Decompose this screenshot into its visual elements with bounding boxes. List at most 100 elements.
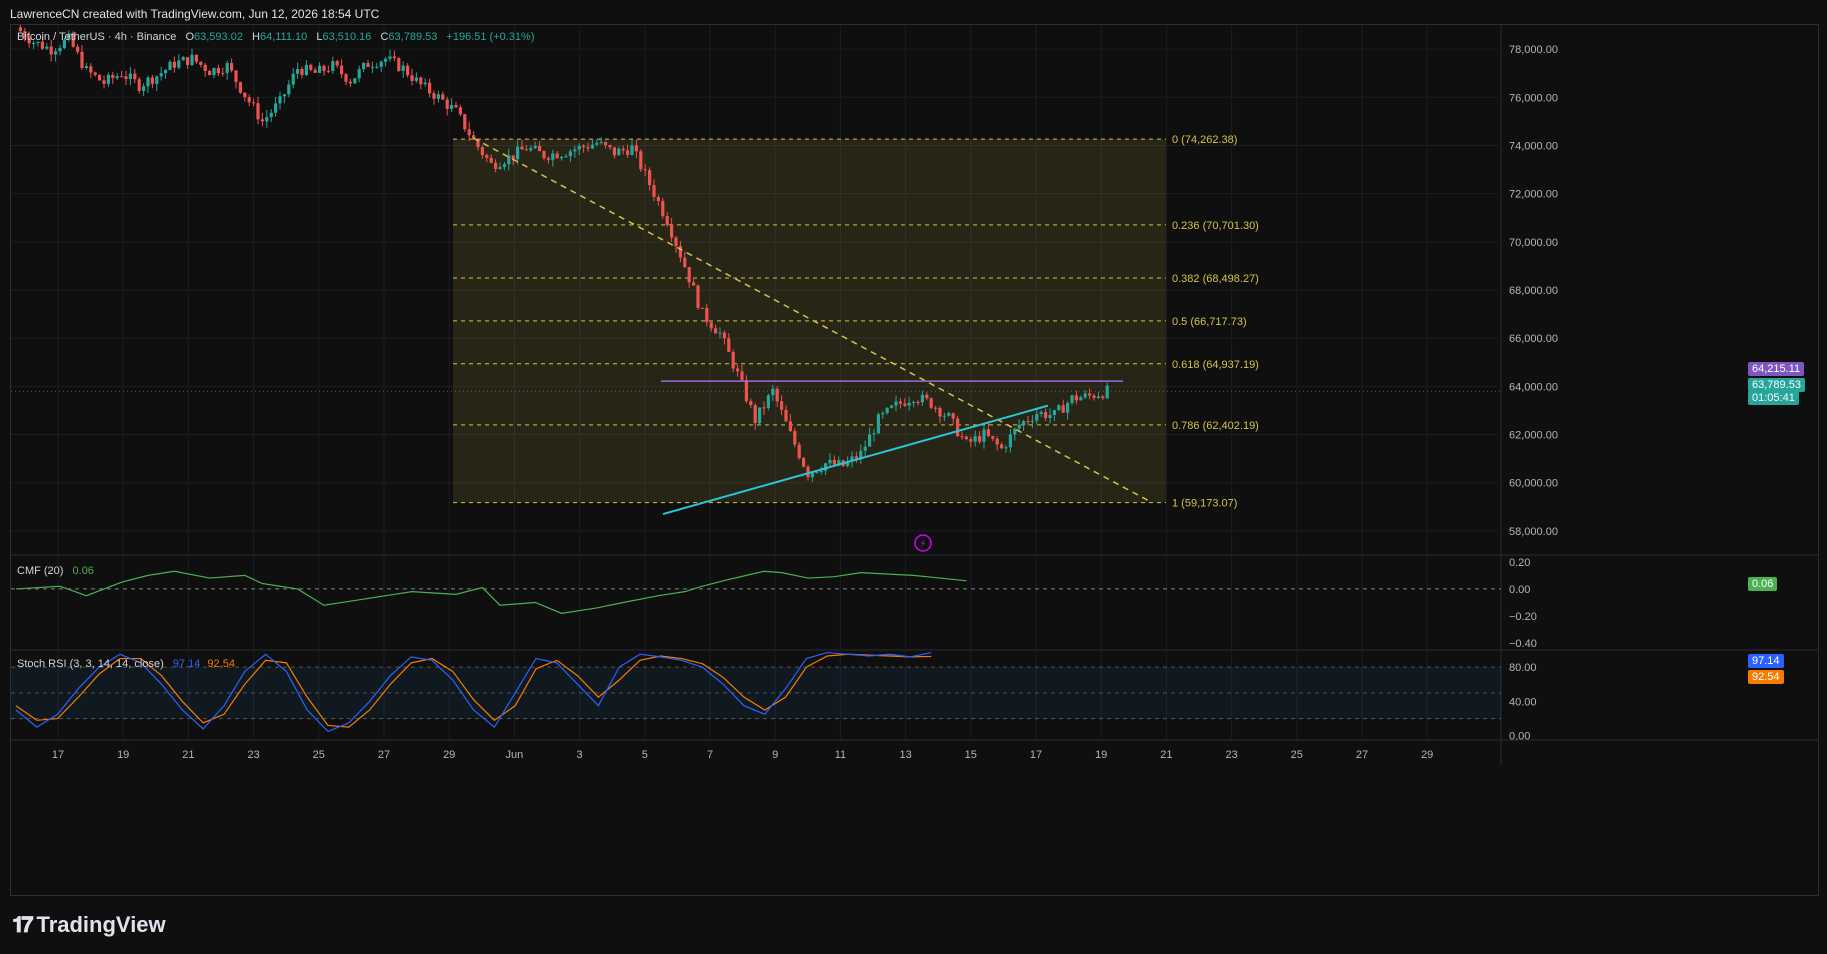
candle-body	[806, 466, 810, 478]
x-tick-label: 17	[1030, 749, 1042, 761]
candle-body	[1101, 396, 1105, 399]
candle-body	[159, 73, 163, 77]
candle-body	[502, 164, 506, 168]
candle-body	[362, 62, 366, 70]
candle-body	[516, 146, 520, 160]
cmf-axis-label: −0.20	[1509, 611, 1537, 623]
y-tick-label: 70,000.00	[1509, 237, 1558, 249]
candle-body	[392, 56, 396, 59]
candle-body	[850, 456, 854, 462]
candle-body	[252, 102, 256, 104]
candle-body	[740, 371, 744, 381]
candle-body	[265, 117, 269, 122]
chart-canvas[interactable]: 78,000.00 76,000.00 74,000.00 72,000.00 70,0…	[11, 25, 1818, 895]
candle-body	[115, 76, 119, 79]
stoch-d-value: 92.54	[207, 658, 235, 670]
stoch-d-badge: 92.54	[1748, 670, 1784, 684]
candle-body	[991, 436, 995, 439]
close-label: C	[380, 31, 389, 43]
candle-body	[199, 61, 203, 65]
candle-body	[973, 436, 977, 442]
bar-countdown-badge: 01:05:41	[1748, 391, 1799, 405]
descending-trendline	[473, 137, 1152, 503]
candle-body	[520, 146, 524, 150]
candle-body	[80, 51, 84, 69]
candle-body	[247, 97, 251, 103]
low-value: 63,510.16	[322, 31, 372, 43]
x-tick-label: 7	[707, 749, 713, 761]
candle-body	[177, 60, 181, 68]
x-tick-label: 23	[1225, 749, 1237, 761]
candle-body	[692, 282, 696, 286]
candle-body	[282, 94, 286, 97]
candle-body	[960, 436, 964, 438]
candle-body	[93, 72, 97, 75]
candle-body	[546, 158, 550, 160]
candle-body	[102, 80, 106, 84]
candle-body	[1070, 395, 1074, 403]
candle-body	[678, 246, 682, 258]
candle-body	[912, 401, 916, 403]
candle-body	[155, 76, 159, 84]
stoch-k-badge: 97.14	[1748, 654, 1784, 668]
candle-body	[986, 429, 990, 437]
candle-body	[775, 388, 779, 402]
candle-body	[463, 114, 467, 130]
x-tick-label: 27	[378, 749, 390, 761]
candle-body	[832, 459, 836, 465]
candle-body	[947, 413, 951, 416]
candle-body	[190, 54, 194, 65]
candle-body	[590, 144, 594, 149]
stoch-axis-label: 40.00	[1509, 696, 1537, 708]
candle-body	[995, 438, 999, 445]
candle-body	[67, 33, 71, 40]
candle-body	[551, 153, 555, 160]
fib-level-label: 0.382 (68,498.27)	[1172, 273, 1259, 285]
candle-body	[599, 142, 603, 144]
fib-level-label: 0.618 (64,937.19)	[1172, 359, 1259, 371]
candle-body	[604, 142, 608, 146]
chart-frame[interactable]: 78,000.00 76,000.00 74,000.00 72,000.00 70,0…	[10, 24, 1819, 896]
candle-body	[458, 107, 462, 115]
x-tick-label: 25	[313, 749, 325, 761]
y-tick-label: 62,000.00	[1509, 430, 1558, 442]
candle-body	[397, 58, 401, 71]
candle-body	[164, 69, 168, 74]
candle-body	[727, 338, 731, 352]
candle-body	[494, 162, 498, 169]
candle-body	[1083, 393, 1087, 398]
candle-body	[1000, 444, 1004, 449]
y-tick-label: 76,000.00	[1509, 92, 1558, 104]
candle-body	[287, 84, 291, 95]
candle-body	[1048, 415, 1052, 419]
candle-body	[718, 332, 722, 334]
candle-body	[326, 70, 330, 72]
tradingview-logo[interactable]: 𝟏𝟕 TradingView	[12, 912, 166, 938]
candle-body	[432, 93, 436, 99]
candle-body	[1057, 405, 1061, 411]
candle-body	[388, 56, 392, 59]
candle-body	[731, 351, 735, 369]
candle-body	[920, 394, 924, 403]
candle-body	[357, 69, 361, 79]
cmf-axis-label: −0.40	[1509, 638, 1537, 650]
candle-body	[124, 76, 128, 79]
candle-body	[340, 65, 344, 75]
candle-body	[278, 96, 282, 104]
candle-body	[181, 57, 185, 61]
candle-body	[925, 394, 929, 399]
candle-body	[863, 446, 867, 451]
candle-body	[656, 197, 660, 201]
candle-body	[837, 460, 841, 465]
candle-body	[498, 167, 502, 169]
alert-bolt-icon: ⚡	[919, 539, 926, 550]
candle-body	[379, 61, 383, 67]
candle-body	[128, 73, 132, 79]
chart-credit: LawrenceCN created with TradingView.com,…	[10, 7, 380, 21]
cmf-axis-label: 0.00	[1509, 584, 1530, 596]
resistance-price-badge: 64,215.11	[1748, 362, 1805, 376]
candle-body	[296, 69, 300, 74]
candle-body	[1022, 421, 1026, 425]
candle-body	[472, 135, 476, 140]
candle-body	[797, 444, 801, 459]
